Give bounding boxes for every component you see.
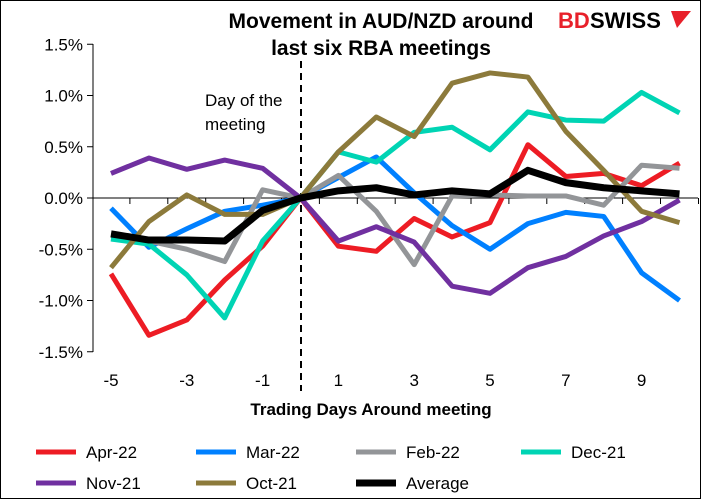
y-tick-label: -1.0% [39,292,83,311]
legend-item-series-nov-21: Nov-21 [36,474,141,493]
y-tick-label: 0.0% [44,189,83,208]
logo-arrow-icon [671,11,691,28]
bdswiss-logo: BD SWISS [558,8,691,33]
x-tick-label: -1 [255,371,270,390]
x-tick-label: 9 [637,371,646,390]
legend-label: Nov-21 [86,474,141,493]
series-feb-22-line [110,162,680,268]
x-tick-label: 3 [409,371,418,390]
legend-item-series-average: Average [356,474,469,493]
series-dec-21-line [110,89,681,321]
legend-item-series-apr-22: Apr-22 [36,443,137,462]
annotation-line2: meeting [205,115,265,134]
x-tick-label: -3 [179,371,194,390]
legend-item-series-oct-21: Oct-21 [196,474,297,493]
x-axis-label: Trading Days Around meeting [250,400,491,419]
legend-label: Feb-22 [406,443,460,462]
legend-item-series-mar-22: Mar-22 [196,443,300,462]
chart-title-line1: Movement in AUD/NZD around [229,10,534,33]
legend-label: Mar-22 [246,443,300,462]
x-tick-label: -5 [103,371,118,390]
y-tick-label: -0.5% [39,240,83,259]
series-mar-22-line [109,154,681,303]
chart-title-line2: last six RBA meetings [271,37,491,60]
x-tick-label: 5 [485,371,494,390]
y-tick-label: 1.5% [44,35,83,54]
x-tick-label: 1 [334,371,343,390]
logo-swiss: SWISS [590,8,661,33]
legend-label: Apr-22 [86,443,137,462]
legend-item-series-feb-22: Feb-22 [356,443,460,462]
y-tick-label: 0.5% [44,138,83,157]
legend-label: Average [406,474,469,493]
series-nov-21-line [110,155,681,296]
legend-label: Oct-21 [246,474,297,493]
y-tick-label: 1.0% [44,87,83,106]
y-tick-label: -1.5% [39,343,83,362]
logo-bd: BD [558,8,590,33]
x-tick-label: 7 [561,371,570,390]
legend-item-series-dec-21: Dec-21 [521,443,626,462]
series-average-line [110,166,680,245]
annotation-line1: Day of the [205,91,283,110]
legend-label: Dec-21 [571,443,626,462]
series-oct-21-line [109,70,681,270]
